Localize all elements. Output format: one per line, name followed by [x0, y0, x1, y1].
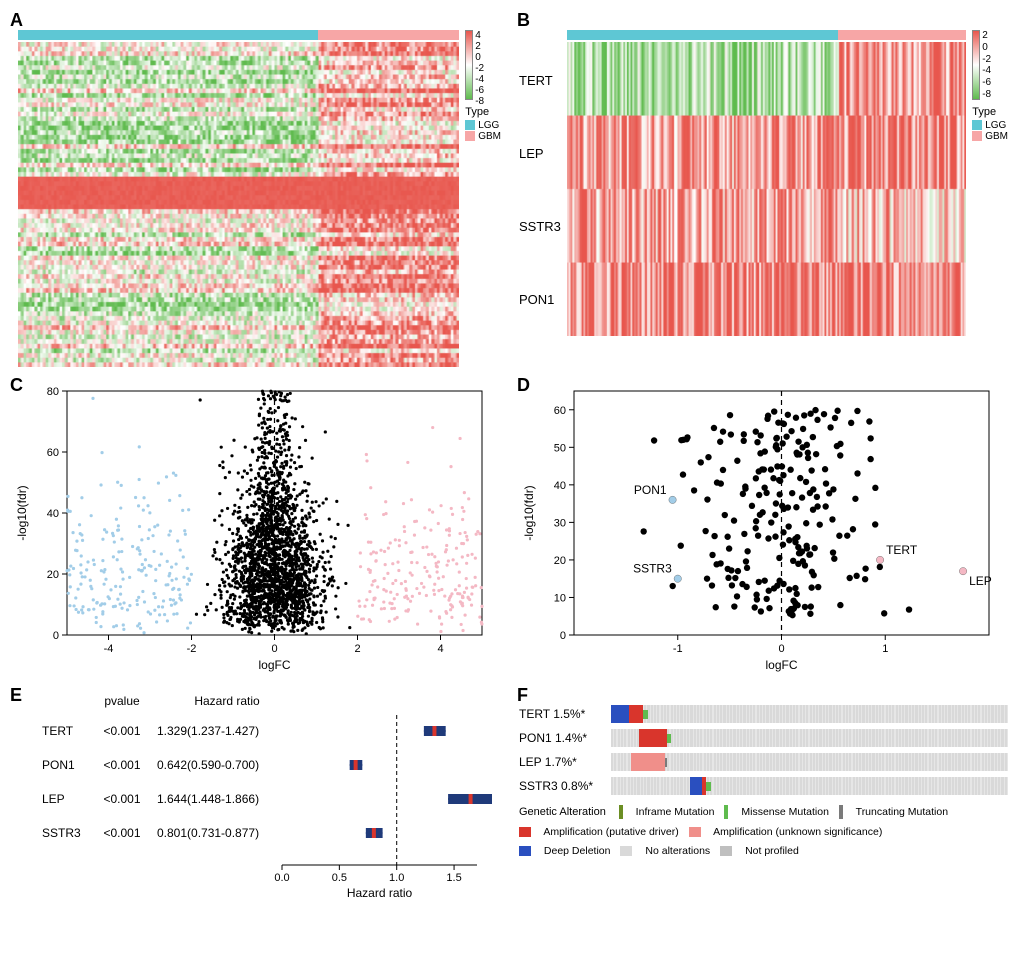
panel-e: E pvalue Hazard ratio TERT <0.001 1.329(1.23…: [12, 687, 501, 917]
svg-text:SSTR3: SSTR3: [633, 562, 672, 576]
svg-text:80: 80: [47, 386, 59, 398]
svg-text:-log10(fdr): -log10(fdr): [15, 485, 29, 540]
svg-text:0.801(0.731-0.877): 0.801(0.731-0.877): [157, 826, 259, 840]
panel-e-forest: pvalue Hazard ratio TERT <0.001 1.329(1.237-…: [12, 687, 492, 917]
panel-b-type-legend: LGGGBM: [972, 120, 1008, 142]
panel-a-heatmap: [18, 42, 459, 367]
svg-text:0: 0: [53, 630, 59, 642]
svg-text:40: 40: [47, 508, 59, 520]
svg-text:1: 1: [882, 643, 888, 655]
panel-b-heatmap: [567, 42, 966, 336]
svg-text:0.0: 0.0: [274, 872, 289, 884]
panel-c-volcano: -4-2024020406080logFC-log10(fdr): [12, 377, 492, 677]
panel-c-label: C: [10, 375, 23, 396]
panel-b-colorbar-ticks: 20-2-4-6-8: [980, 30, 991, 100]
panel-f-legend: Genetic Alteration Inframe Mutation Miss…: [519, 803, 1008, 861]
svg-text:PON1: PON1: [42, 758, 75, 772]
panel-f-label: F: [517, 685, 528, 706]
panel-b-legend-title: Type: [972, 106, 996, 118]
svg-text:-log10(fdr): -log10(fdr): [522, 485, 536, 540]
svg-text:20: 20: [47, 569, 59, 581]
svg-text:0.642(0.590-0.700): 0.642(0.590-0.700): [157, 758, 259, 772]
panel-a-colorbar: [465, 30, 473, 100]
svg-text:<0.001: <0.001: [103, 792, 140, 806]
panel-d-label: D: [517, 375, 530, 396]
panel-b-label: B: [517, 10, 530, 31]
svg-text:PON1: PON1: [634, 483, 667, 497]
svg-text:logFC: logFC: [765, 658, 797, 672]
svg-text:2: 2: [354, 643, 360, 655]
svg-text:Hazard ratio: Hazard ratio: [347, 886, 413, 900]
alt-row: PON1 1.4%*: [519, 729, 1008, 747]
svg-text:pvalue: pvalue: [104, 694, 140, 708]
panel-b-row-labels: TERTLEPSSTR3PON1: [519, 30, 567, 336]
svg-text:60: 60: [47, 447, 59, 459]
panel-f-rows: TERT 1.5%* PON1 1.4%* LEP 1.7%* SSTR3 0.8%*: [519, 705, 1008, 795]
svg-text:0: 0: [560, 630, 566, 642]
svg-text:40: 40: [554, 480, 566, 492]
svg-text:-4: -4: [104, 643, 114, 655]
panel-a: A 420-2-4-6-8 Type LGGGBM: [12, 12, 501, 367]
panel-a-type-bar: [18, 30, 459, 40]
panel-a-colorbar-ticks: 420-2-4-6-8: [473, 30, 484, 100]
svg-text:4: 4: [437, 643, 443, 655]
panel-d: D -1010102030405060logFC-log10(fdr)PON1S…: [519, 377, 1008, 677]
panel-a-type-legend: LGGGBM: [465, 120, 501, 142]
svg-text:60: 60: [554, 405, 566, 417]
panel-f-legend-title: Genetic Alteration: [519, 803, 606, 823]
panel-a-legend-title: Type: [465, 106, 489, 118]
svg-text:1.329(1.237-1.427): 1.329(1.237-1.427): [157, 724, 259, 738]
panel-c: C -4-2024020406080logFC-log10(fdr): [12, 377, 501, 677]
svg-text:20: 20: [554, 555, 566, 567]
svg-text:LEP: LEP: [42, 792, 65, 806]
svg-text:<0.001: <0.001: [103, 826, 140, 840]
svg-text:10: 10: [554, 593, 566, 605]
svg-text:SSTR3: SSTR3: [42, 826, 81, 840]
svg-text:0: 0: [271, 643, 277, 655]
panel-b-type-bar: [567, 30, 966, 40]
svg-text:TERT: TERT: [886, 543, 918, 557]
svg-text:30: 30: [554, 517, 566, 529]
panel-e-label: E: [10, 685, 22, 706]
panel-a-legend: 420-2-4-6-8 Type LGGGBM: [459, 30, 501, 367]
panel-b: B TERTLEPSSTR3PON1 20-2-4-6-8 Type LGGGB…: [519, 12, 1008, 367]
panel-b-colorbar: [972, 30, 980, 100]
svg-text:1.5: 1.5: [446, 872, 461, 884]
svg-text:1.0: 1.0: [389, 872, 404, 884]
svg-text:<0.001: <0.001: [103, 724, 140, 738]
svg-text:1.644(1.448-1.866): 1.644(1.448-1.866): [157, 792, 259, 806]
svg-text:50: 50: [554, 442, 566, 454]
svg-text:0: 0: [778, 643, 784, 655]
panel-f: F TERT 1.5%* PON1 1.4%* LEP 1.7%* SSTR3 0.8…: [519, 687, 1008, 917]
svg-text:0.5: 0.5: [332, 872, 347, 884]
panel-b-legend: 20-2-4-6-8 Type LGGGBM: [966, 30, 1008, 336]
svg-text:<0.001: <0.001: [103, 758, 140, 772]
svg-text:logFC: logFC: [258, 658, 290, 672]
svg-text:-1: -1: [673, 643, 683, 655]
figure-grid: A 420-2-4-6-8 Type LGGGBM B TERTLEPSSTR3…: [12, 12, 1008, 917]
svg-text:-2: -2: [187, 643, 197, 655]
alt-row: TERT 1.5%*: [519, 705, 1008, 723]
alt-row: LEP 1.7%*: [519, 753, 1008, 771]
panel-a-label: A: [10, 10, 23, 31]
svg-text:TERT: TERT: [42, 724, 74, 738]
svg-text:Hazard ratio: Hazard ratio: [194, 694, 260, 708]
svg-text:LEP: LEP: [969, 574, 992, 588]
panel-d-volcano: -1010102030405060logFC-log10(fdr)PON1SST…: [519, 377, 999, 677]
alt-row: SSTR3 0.8%*: [519, 777, 1008, 795]
